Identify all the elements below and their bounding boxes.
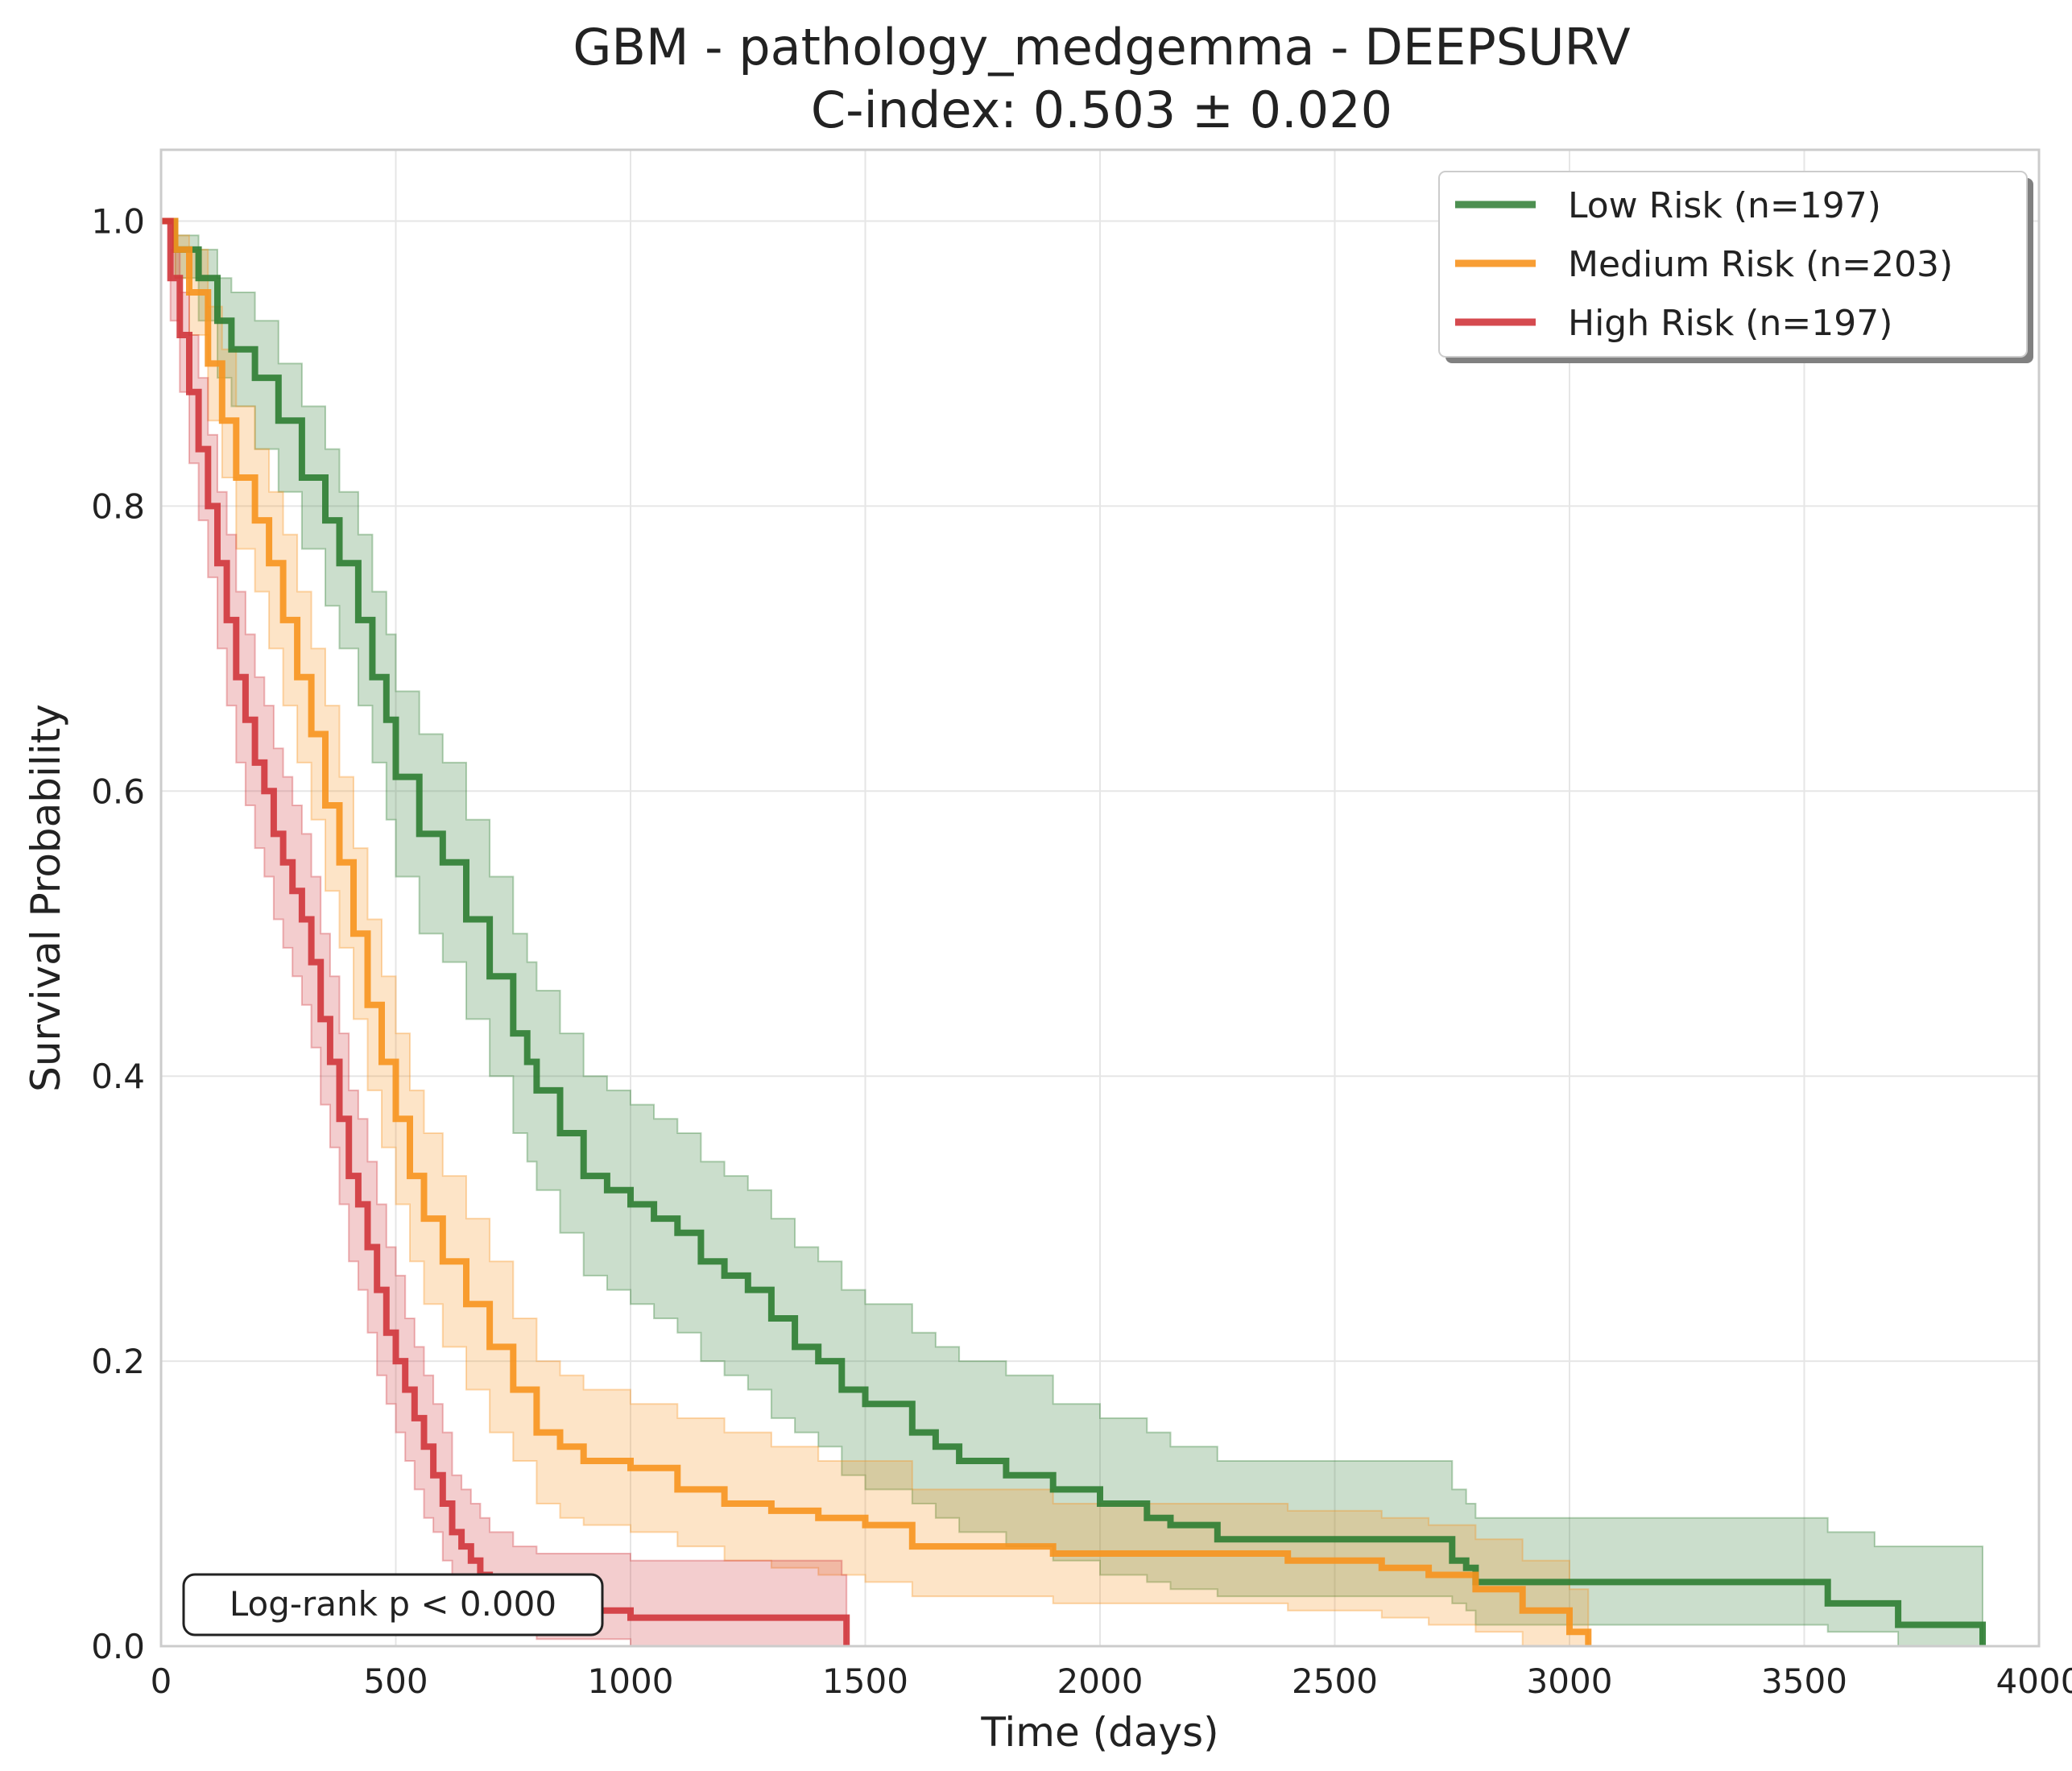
- confidence-bands: [161, 220, 1983, 1647]
- x-tick-label: 500: [363, 1661, 428, 1701]
- ci-band-low-risk: [161, 220, 1983, 1647]
- x-tick-label: 2500: [1292, 1661, 1378, 1701]
- y-tick-label: 0.6: [91, 772, 145, 811]
- y-tick-label: 0.0: [91, 1627, 145, 1666]
- legend-label-low-risk: Low Risk (n=197): [1568, 185, 1881, 226]
- x-tick-label: 3000: [1527, 1661, 1613, 1701]
- plot-frame: [159, 148, 2041, 1648]
- legend-label-medium-risk: Medium Risk (n=203): [1568, 244, 1953, 285]
- y-tick-label: 0.8: [91, 486, 145, 526]
- legend-label-high-risk: High Risk (n=197): [1568, 303, 1892, 344]
- survival-curve-low-risk: [161, 217, 1986, 1646]
- legend: Low Risk (n=197) Medium Risk (n=203) Hig…: [1438, 171, 2033, 363]
- survival-curves: [161, 217, 1986, 1646]
- x-tick-label: 3500: [1761, 1661, 1847, 1701]
- x-tick-label: 0: [151, 1661, 172, 1701]
- ci-band-medium-risk: [161, 220, 1590, 1647]
- survival-curve-high-risk: [161, 217, 850, 1646]
- survival-curve-medium-risk: [161, 217, 1592, 1646]
- x-axis-label: Time (days): [980, 1709, 1218, 1756]
- chart-subtitle: C-index: 0.503 ± 0.020: [811, 81, 1392, 139]
- logrank-annotation: Log-rank p < 0.000: [182, 1573, 604, 1637]
- logrank-box: [182, 1573, 604, 1637]
- axis-ticks: 0 500 1000 1500 2000 2500 3000 3500 4000 0.0 0.2 0.…: [91, 201, 2072, 1701]
- legend-box: [1438, 171, 2028, 358]
- y-axis-label: Survival Probability: [23, 704, 69, 1092]
- ci-band-high-risk: [161, 220, 848, 1647]
- y-tick-label: 1.0: [91, 201, 145, 241]
- logrank-text: Log-rank p < 0.000: [230, 1584, 556, 1624]
- y-tick-label: 0.2: [91, 1342, 145, 1381]
- chart-title: GBM - pathology_medgemma - DEEPSURV: [573, 18, 1630, 77]
- x-tick-label: 4000: [1996, 1661, 2072, 1701]
- x-tick-label: 2000: [1057, 1661, 1144, 1701]
- x-tick-label: 1500: [822, 1661, 908, 1701]
- x-tick-label: 1000: [588, 1661, 674, 1701]
- y-tick-label: 0.4: [91, 1057, 145, 1096]
